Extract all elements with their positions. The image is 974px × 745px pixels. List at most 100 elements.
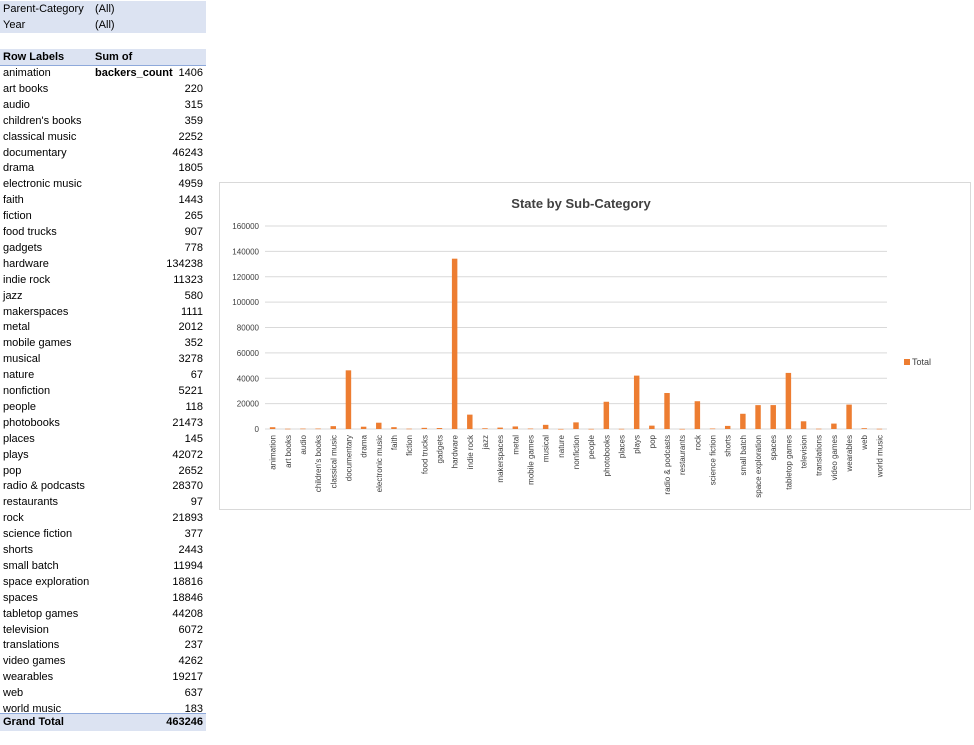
bar[interactable] xyxy=(527,428,534,430)
table-row[interactable]: fiction 265 xyxy=(0,208,206,224)
bar[interactable] xyxy=(558,428,564,430)
table-row[interactable]: science fiction 377 xyxy=(0,526,206,542)
bar[interactable] xyxy=(573,422,579,429)
table-row[interactable]: tabletop games 44208 xyxy=(0,606,206,622)
table-row[interactable]: spaces 18846 xyxy=(0,590,206,606)
table-row[interactable]: television 6072 xyxy=(0,622,206,638)
row-labels-header[interactable]: Row Labels xyxy=(3,51,65,63)
table-row[interactable]: restaurants 97 xyxy=(0,494,206,510)
bar[interactable] xyxy=(376,422,382,429)
bar[interactable] xyxy=(269,427,276,429)
table-row[interactable]: food trucks 907 xyxy=(0,224,206,240)
filter-parent-category[interactable]: Parent-Category (All) xyxy=(0,1,206,17)
table-row[interactable]: plays 42072 xyxy=(0,447,206,463)
row-label: photobooks xyxy=(3,416,60,429)
table-row[interactable]: rock 21893 xyxy=(0,510,206,526)
table-row[interactable]: classical music 2252 xyxy=(0,129,206,145)
pivot-header[interactable]: Row Labels Sum of backers_count xyxy=(0,49,206,79)
table-row[interactable]: drama 1805 xyxy=(0,160,206,176)
table-row[interactable]: musical 3278 xyxy=(0,351,206,367)
table-row[interactable]: web 637 xyxy=(0,685,206,701)
table-row[interactable]: nonfiction 5221 xyxy=(0,383,206,399)
filter-year[interactable]: Year (All) xyxy=(0,17,206,33)
legend[interactable]: Total xyxy=(904,357,931,367)
bar[interactable] xyxy=(421,427,428,429)
bar[interactable] xyxy=(709,428,716,430)
table-row[interactable]: electronic music 4959 xyxy=(0,176,206,192)
table-row[interactable]: children's books 359 xyxy=(0,113,206,129)
bar[interactable] xyxy=(755,405,761,429)
x-tick-label: classical music xyxy=(329,435,338,488)
table-row[interactable]: gadgets 778 xyxy=(0,240,206,256)
bar[interactable] xyxy=(740,413,746,429)
bar[interactable] xyxy=(816,428,822,430)
table-row[interactable]: radio & podcasts 28370 xyxy=(0,478,206,494)
table-row[interactable]: hardware 134238 xyxy=(0,256,206,272)
bar[interactable] xyxy=(603,401,610,429)
table-row[interactable]: metal 2012 xyxy=(0,319,206,335)
table-row[interactable]: world music 183 xyxy=(0,701,206,717)
bar[interactable] xyxy=(512,426,519,429)
table-row[interactable]: faith 1443 xyxy=(0,192,206,208)
table-row[interactable]: wearables 19217 xyxy=(0,669,206,685)
bar[interactable] xyxy=(770,405,776,429)
bar[interactable] xyxy=(315,428,321,430)
table-row[interactable]: audio 315 xyxy=(0,97,206,113)
x-tick-label: radio & podcasts xyxy=(663,435,672,495)
bar[interactable] xyxy=(497,427,503,429)
bar[interactable] xyxy=(633,375,640,429)
table-row[interactable]: small batch 11994 xyxy=(0,558,206,574)
bar[interactable] xyxy=(876,428,883,430)
bar[interactable] xyxy=(649,425,655,429)
bar[interactable] xyxy=(618,428,625,430)
table-row[interactable]: art books 220 xyxy=(0,81,206,97)
table-row[interactable]: video games 4262 xyxy=(0,653,206,669)
table-row[interactable]: makerspaces 1111 xyxy=(0,304,206,320)
bar[interactable] xyxy=(785,372,792,429)
chart[interactable]: State by Sub-Category 0 20000 40000 60000 80… xyxy=(219,182,971,510)
bar[interactable] xyxy=(285,428,291,430)
table-row[interactable]: space exploration 18816 xyxy=(0,574,206,590)
bar[interactable] xyxy=(861,428,867,429)
table-row[interactable]: indie rock 11323 xyxy=(0,272,206,288)
bar[interactable] xyxy=(800,421,807,429)
table-row[interactable]: translations 237 xyxy=(0,637,206,653)
bar[interactable] xyxy=(542,424,549,429)
grand-total-row[interactable]: Grand Total 463246 xyxy=(0,713,206,731)
x-tick-label: science fiction xyxy=(709,435,718,485)
bar[interactable] xyxy=(300,428,306,430)
table-row[interactable]: jazz 580 xyxy=(0,288,206,304)
table-row[interactable]: photobooks 21473 xyxy=(0,415,206,431)
bar[interactable] xyxy=(724,425,731,429)
row-label: indie rock xyxy=(3,273,51,286)
bar[interactable] xyxy=(330,426,336,429)
bar[interactable] xyxy=(467,414,473,429)
bar[interactable] xyxy=(831,423,837,429)
bar[interactable] xyxy=(391,427,397,429)
bar[interactable] xyxy=(451,258,458,429)
bar[interactable] xyxy=(664,393,670,429)
table-row[interactable]: pop 2652 xyxy=(0,463,206,479)
table-row[interactable]: shorts 2443 xyxy=(0,542,206,558)
bar[interactable] xyxy=(345,370,352,429)
bar[interactable] xyxy=(679,428,685,430)
bar[interactable] xyxy=(694,401,701,429)
table-row[interactable]: mobile games 352 xyxy=(0,335,206,351)
filter-value[interactable]: (All) xyxy=(95,19,115,31)
row-label: world music xyxy=(3,703,62,715)
bar[interactable] xyxy=(482,428,488,429)
table-row[interactable]: documentary 46243 xyxy=(0,145,206,161)
table-row[interactable]: places 145 xyxy=(0,431,206,447)
table-row[interactable]: nature 67 xyxy=(0,367,206,383)
row-value: 42072 xyxy=(172,448,203,461)
table-row[interactable]: people 118 xyxy=(0,399,206,415)
sum-header[interactable]: Sum of backers_count xyxy=(95,51,173,79)
bar[interactable] xyxy=(588,428,594,430)
filter-value[interactable]: (All) xyxy=(95,3,115,15)
bar[interactable] xyxy=(406,428,412,430)
bar[interactable] xyxy=(436,428,443,429)
bar[interactable] xyxy=(846,404,852,429)
table-row[interactable]: animation 1406 xyxy=(0,65,206,81)
bar[interactable] xyxy=(360,426,367,429)
row-label: places xyxy=(3,432,35,445)
